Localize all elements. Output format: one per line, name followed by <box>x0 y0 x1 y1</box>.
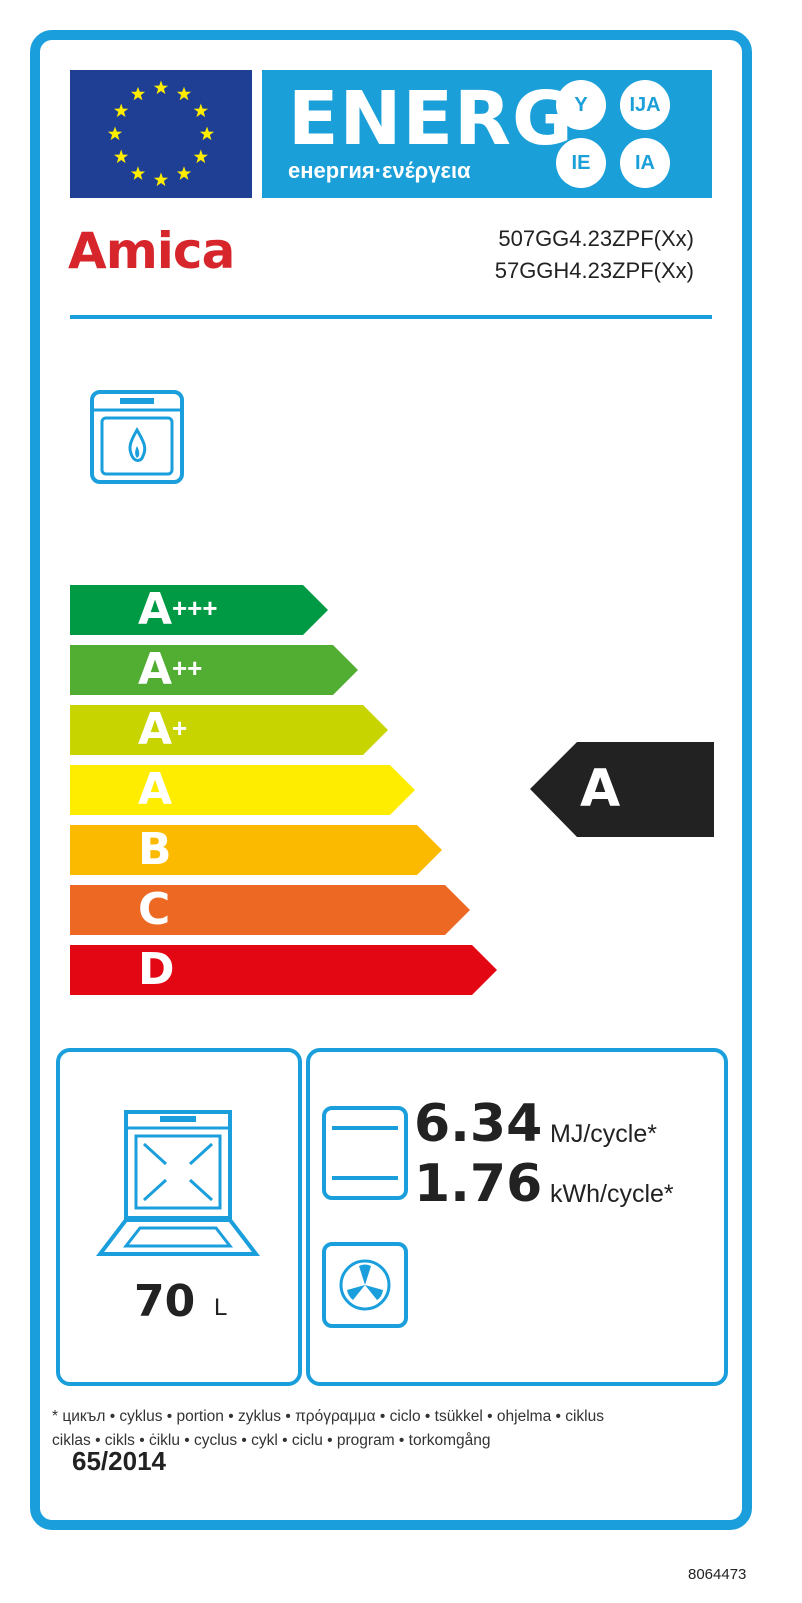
eu-stars-icon <box>107 80 215 187</box>
scale-bar-App: A ++ <box>70 645 358 695</box>
energy-mj-value: 6.34 <box>414 1094 543 1154</box>
star-icon <box>193 103 208 118</box>
energy-kwh-unit: kWh/cycle* <box>550 1180 674 1208</box>
scale-bar-B: B <box>70 825 442 875</box>
suffix-ie: IE <box>556 138 606 188</box>
energy-kwh-value: 1.76 <box>414 1154 543 1214</box>
scale-label: A <box>138 644 173 695</box>
eu-flag <box>70 70 252 198</box>
star-icon <box>114 103 129 118</box>
brand-logo: Amica <box>68 222 235 280</box>
energy-header: ENERG енергия·ενέργεια Y IJA IE IA <box>262 70 712 198</box>
star-icon <box>153 172 169 187</box>
energy-word: ENERG <box>288 76 574 162</box>
scale-bar-A: A <box>70 765 415 815</box>
consumption-box <box>306 1048 728 1386</box>
footnote-line-1: * цикъл • cyklus • portion • zyklus • πρ… <box>52 1408 604 1425</box>
suffix-y: Y <box>556 80 606 130</box>
star-icon <box>107 126 123 141</box>
label-code: 8064473 <box>688 1566 747 1583</box>
scale-label: D <box>138 944 175 995</box>
footnote-line-2: ciklas • cikls • ċiklu • cyclus • cykl •… <box>52 1432 491 1449</box>
suffix-ia: IA <box>620 138 670 188</box>
scale-label: C <box>138 884 171 935</box>
star-icon <box>130 86 146 101</box>
regulation-number: 65/2014 <box>72 1446 166 1476</box>
star-icon <box>193 149 208 164</box>
volume-value: 70 <box>134 1276 196 1327</box>
scale-bar-Ap: A + <box>70 705 388 755</box>
star-icon <box>153 80 169 95</box>
fan-oven-icon <box>322 1242 408 1328</box>
star-icon <box>114 149 129 164</box>
star-icon <box>130 166 146 180</box>
conventional-oven-icon <box>322 1106 408 1200</box>
scale-plus: ++ <box>172 653 203 683</box>
scale-label: A <box>138 584 173 635</box>
scale-label: A <box>138 704 173 755</box>
scale-bar-C: C <box>70 885 470 935</box>
scale-plus: + <box>172 713 188 743</box>
oven-volume-icon <box>96 1110 260 1256</box>
volume-unit: L <box>214 1294 228 1321</box>
energy-mj-unit: MJ/cycle* <box>550 1120 657 1148</box>
rating-class: A <box>580 759 621 819</box>
star-icon <box>176 166 192 180</box>
model-1: 507GG4.23ZPF(Xx) <box>498 226 694 251</box>
divider <box>70 315 712 319</box>
scale-bar-D: D <box>70 945 497 995</box>
scale-bar-Appp: A +++ <box>70 585 328 635</box>
volume-box <box>56 1048 302 1386</box>
gas-oven-icon <box>90 390 184 484</box>
energy-subtitle: енергия·ενέργεια <box>288 158 471 183</box>
scale-label: A <box>138 764 173 815</box>
rating-arrow <box>530 742 714 837</box>
suffix-ija: IJA <box>620 80 670 130</box>
scale-label: B <box>138 824 172 875</box>
star-icon <box>176 86 192 101</box>
label-frame <box>30 30 752 1530</box>
scale-plus: +++ <box>172 593 218 623</box>
star-icon <box>199 126 215 141</box>
model-2: 57GGH4.23ZPF(Xx) <box>494 258 694 283</box>
